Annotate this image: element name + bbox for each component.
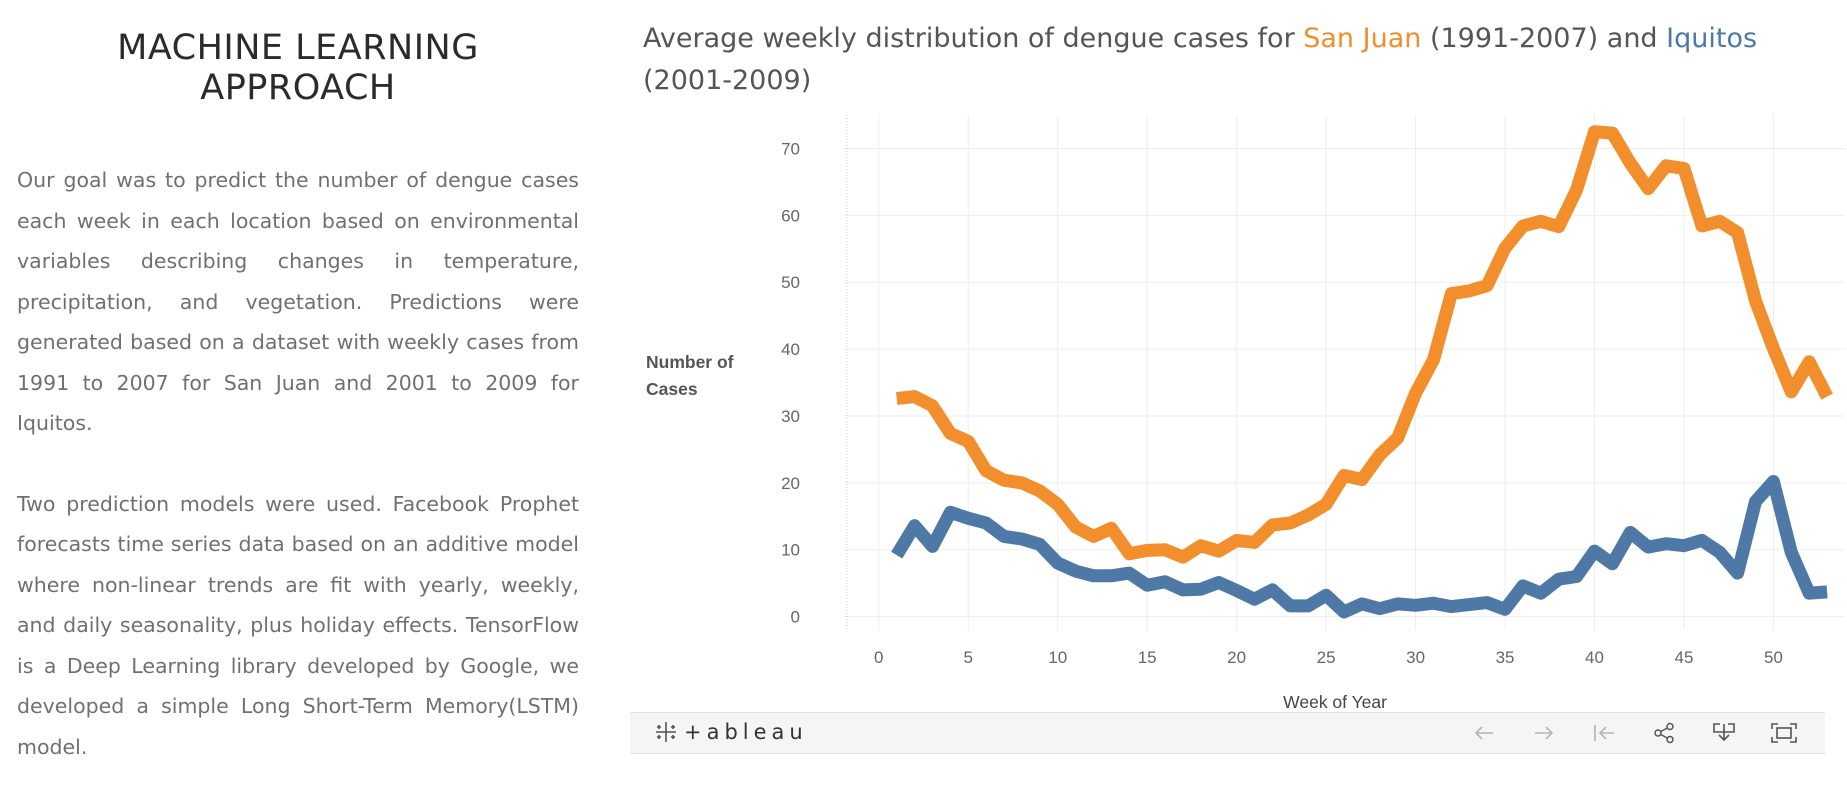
- y-tick-label: 70: [781, 139, 800, 158]
- fullscreen-icon: [1771, 723, 1797, 743]
- tableau-logo[interactable]: +ableau: [654, 720, 808, 744]
- y-tick-label: 60: [781, 206, 800, 225]
- share-button[interactable]: [1650, 720, 1678, 746]
- y-tick-label: 40: [781, 340, 800, 359]
- x-tick-label: 15: [1138, 648, 1157, 667]
- y-tick-label: 0: [791, 608, 800, 627]
- y-axis-label-line1: Number of: [646, 352, 734, 372]
- x-axis-label: Week of Year: [1283, 692, 1387, 712]
- x-tick-label: 50: [1764, 648, 1783, 667]
- y-tick-label: 20: [781, 474, 800, 493]
- tableau-wordmark: +ableau: [684, 720, 808, 744]
- chart-title-iquitos: Iquitos: [1666, 23, 1758, 54]
- article-column: MACHINE LEARNING APPROACH Our goal was t…: [17, 28, 579, 807]
- redo-button[interactable]: [1530, 720, 1558, 746]
- download-icon: [1713, 723, 1735, 742]
- share-icon: [1654, 722, 1674, 744]
- y-tick-label: 10: [781, 541, 800, 560]
- chart-title-middle: (1991-2007) and: [1421, 23, 1667, 54]
- series-line-iquitos[interactable]: [891, 475, 1828, 619]
- download-button[interactable]: [1710, 720, 1738, 746]
- section-title: MACHINE LEARNING APPROACH: [17, 28, 579, 108]
- arrow-left-icon: [1474, 726, 1493, 740]
- x-tick-label: 0: [874, 648, 883, 667]
- line-chart[interactable]: 0 5 10 15 20 25 30 35 40 45 50 0 10 20 30 40 50 60 70 Week …: [630, 0, 1847, 712]
- x-tick-label: 30: [1406, 648, 1425, 667]
- chart-title-prefix: Average weekly distribution of dengue ca…: [643, 23, 1304, 54]
- paragraph-goal: Our goal was to predict the number of de…: [17, 168, 579, 435]
- revert-button[interactable]: [1590, 720, 1618, 746]
- x-tick-label: 25: [1317, 648, 1336, 667]
- undo-button[interactable]: [1470, 720, 1498, 746]
- x-tick-label: 40: [1585, 648, 1604, 667]
- series-line-san-juan[interactable]: [895, 125, 1833, 564]
- chart-title-suffix: (2001-2009): [643, 65, 812, 96]
- y-tick-label: 50: [781, 273, 800, 292]
- x-tick-label: 5: [964, 648, 973, 667]
- tableau-toolbar: +ableau: [630, 712, 1825, 754]
- section-title-line2: APPROACH: [200, 68, 396, 108]
- chart-title: Average weekly distribution of dengue ca…: [643, 18, 1843, 102]
- section-title-line1: MACHINE LEARNING: [117, 28, 479, 68]
- y-axis-label-line2: Cases: [646, 379, 698, 399]
- fullscreen-button[interactable]: [1770, 720, 1798, 746]
- paragraph-models: Two prediction models were used. Faceboo…: [17, 491, 579, 759]
- x-tick-label: 35: [1496, 648, 1515, 667]
- chart-title-san-juan: San Juan: [1303, 23, 1422, 54]
- x-tick-label: 10: [1048, 648, 1067, 667]
- tableau-plus-icon: [656, 722, 676, 742]
- arrow-right-icon: [1535, 726, 1554, 740]
- x-tick-label: 20: [1227, 648, 1246, 667]
- revert-icon: [1594, 725, 1614, 741]
- y-tick-label: 30: [781, 407, 800, 426]
- tableau-viz: Average weekly distribution of dengue ca…: [630, 0, 1847, 765]
- x-tick-label: 45: [1675, 648, 1694, 667]
